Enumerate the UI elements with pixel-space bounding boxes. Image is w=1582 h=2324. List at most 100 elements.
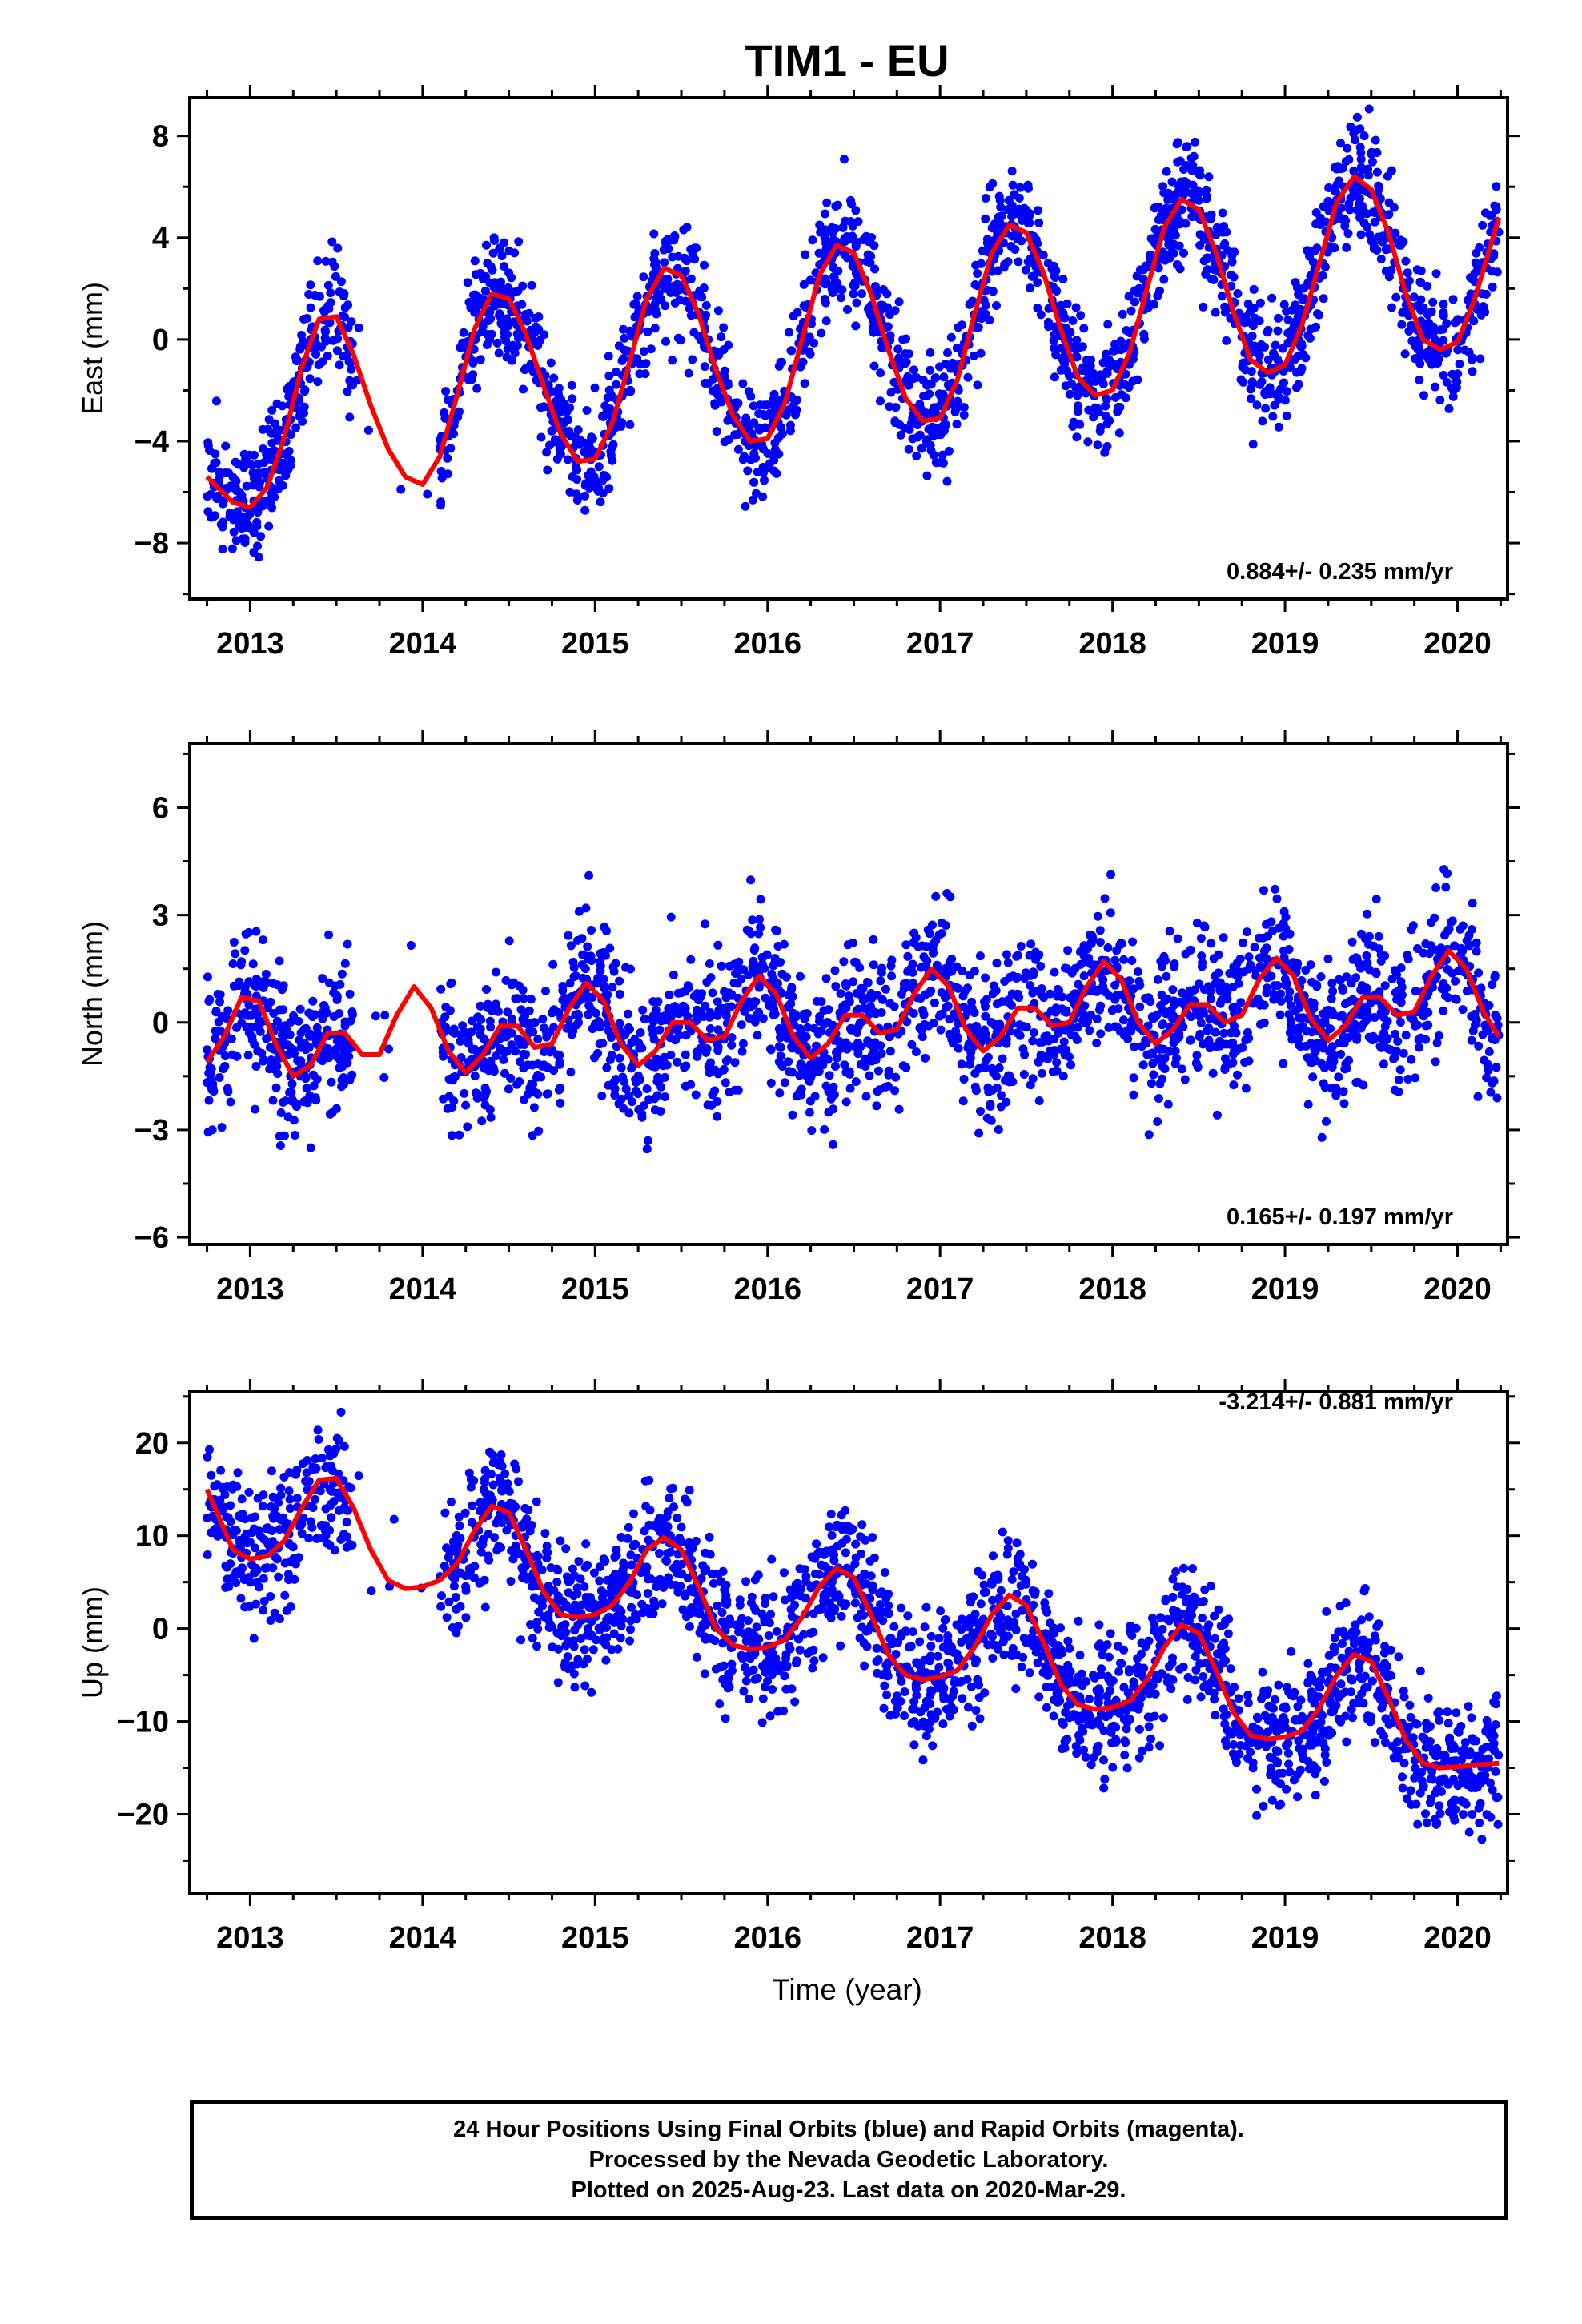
data-point xyxy=(1396,240,1406,250)
data-point xyxy=(227,1050,237,1059)
data-point xyxy=(1133,967,1142,976)
data-point xyxy=(1007,167,1017,176)
data-point xyxy=(1294,290,1303,300)
data-point xyxy=(713,1112,722,1121)
data-point xyxy=(819,1019,829,1029)
data-point xyxy=(812,1539,821,1549)
data-point xyxy=(549,1023,559,1032)
data-point xyxy=(1371,135,1380,145)
data-point xyxy=(455,1130,464,1140)
data-point xyxy=(340,1021,350,1031)
data-point xyxy=(792,1092,801,1101)
data-point xyxy=(832,284,841,294)
data-point xyxy=(776,1051,785,1061)
data-point xyxy=(203,441,213,451)
data-point xyxy=(227,544,237,553)
data-point xyxy=(1369,1035,1379,1044)
data-point xyxy=(530,1018,540,1027)
data-point xyxy=(954,323,963,332)
data-point xyxy=(918,1006,927,1015)
data-point xyxy=(268,1096,278,1105)
data-point xyxy=(240,946,250,955)
data-point xyxy=(237,524,247,533)
data-point xyxy=(947,1035,957,1044)
data-point xyxy=(1439,371,1448,380)
data-point xyxy=(578,973,588,983)
x-tick-label: 2016 xyxy=(733,627,801,661)
data-point xyxy=(785,1001,793,1011)
data-point xyxy=(564,931,573,940)
data-point xyxy=(945,1015,954,1024)
data-point xyxy=(750,943,760,953)
data-point xyxy=(1273,981,1283,991)
data-point xyxy=(1016,942,1026,951)
data-point xyxy=(1095,926,1105,935)
data-point xyxy=(958,991,968,1001)
data-point xyxy=(1492,1093,1502,1103)
data-point xyxy=(569,972,579,982)
data-point xyxy=(293,356,303,365)
data-point xyxy=(1307,1027,1316,1037)
data-point xyxy=(1396,977,1406,987)
data-point xyxy=(1228,1050,1238,1059)
data-point xyxy=(1331,1084,1341,1093)
data-point xyxy=(251,1062,261,1071)
x-tick-label: 2015 xyxy=(561,627,629,661)
data-point xyxy=(866,251,876,261)
data-point xyxy=(1065,1025,1074,1035)
data-point xyxy=(607,1033,616,1043)
data-point xyxy=(845,1084,855,1093)
data-point xyxy=(1113,1023,1122,1032)
data-point xyxy=(1180,177,1190,186)
data-point xyxy=(1241,1084,1251,1093)
data-point xyxy=(244,927,254,937)
data-point xyxy=(697,336,706,345)
data-point xyxy=(849,289,858,299)
data-point xyxy=(439,1051,448,1061)
data-point xyxy=(211,511,220,521)
data-point xyxy=(1401,256,1411,266)
data-point xyxy=(992,301,1001,310)
data-point xyxy=(1247,332,1257,340)
data-point xyxy=(275,1141,285,1150)
data-point xyxy=(1470,269,1480,278)
data-point xyxy=(1416,266,1426,275)
data-point xyxy=(572,1020,581,1030)
data-point xyxy=(1322,1116,1331,1126)
data-point xyxy=(757,962,766,971)
data-point xyxy=(337,1076,347,1084)
data-point xyxy=(1058,1072,1068,1081)
data-point xyxy=(841,981,851,991)
data-point xyxy=(1261,404,1271,413)
data-point xyxy=(486,262,496,271)
data-point xyxy=(1196,934,1206,943)
data-point xyxy=(1252,400,1262,410)
data-point xyxy=(1013,951,1022,960)
data-point xyxy=(929,450,938,460)
data-point xyxy=(331,981,340,991)
data-point xyxy=(1481,289,1491,299)
data-point xyxy=(971,260,981,270)
data-point xyxy=(1147,1048,1157,1058)
data-point xyxy=(1303,331,1313,340)
data-point xyxy=(1106,870,1115,879)
data-point xyxy=(798,357,808,367)
data-point xyxy=(666,287,676,297)
data-point xyxy=(332,1036,342,1046)
data-point xyxy=(284,382,294,391)
data-point xyxy=(232,507,242,517)
data-point xyxy=(1410,354,1419,364)
data-point xyxy=(1086,959,1095,969)
data-point xyxy=(1292,283,1302,292)
data-point xyxy=(259,458,269,468)
chart-title: TIM1 - EU xyxy=(745,35,949,86)
data-point xyxy=(584,1001,594,1011)
data-point xyxy=(737,1047,747,1056)
data-point xyxy=(1315,220,1325,229)
data-point xyxy=(761,993,770,1003)
data-point xyxy=(1124,383,1134,392)
data-point xyxy=(504,246,514,255)
data-point xyxy=(733,1085,743,1095)
data-point xyxy=(560,418,568,428)
data-point xyxy=(500,1068,509,1078)
